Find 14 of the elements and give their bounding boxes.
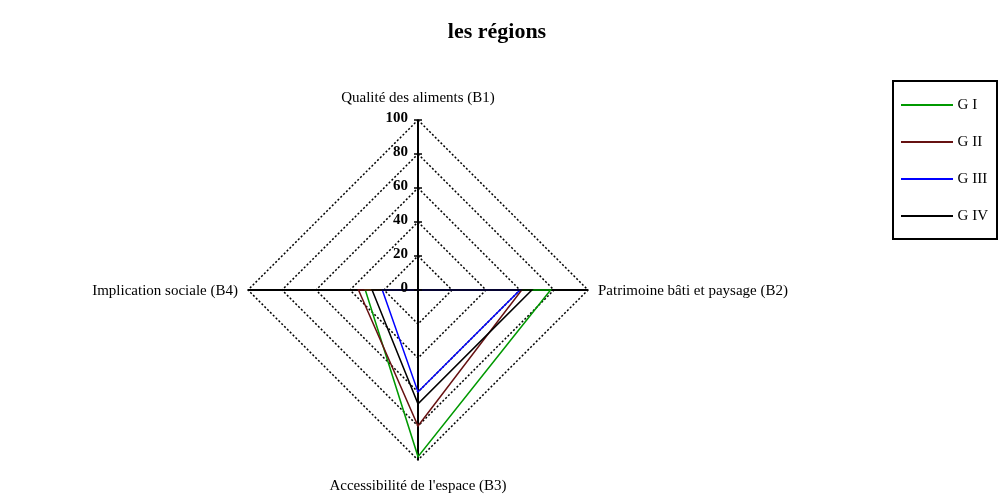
spoke-label: Implication sociale (B4) [92, 282, 238, 299]
y-tick-label: 60 [393, 177, 408, 193]
legend-label: G II [957, 133, 983, 150]
spoke-label: Qualité des aliments (B1) [341, 89, 495, 106]
y-tick-label: 80 [393, 143, 408, 159]
y-tick-label: 100 [385, 109, 408, 125]
spoke-label: Accessibilité de l'espace (B3) [329, 477, 507, 494]
legend-label: G III [957, 170, 988, 187]
chart-title: les régions [446, 18, 548, 44]
legend-label: G IV [957, 207, 988, 224]
y-tick-label: 40 [393, 211, 408, 227]
legend-label: G I [957, 96, 978, 113]
y-tick-label: 20 [393, 245, 408, 261]
spoke-label: Patrimoine bâti et paysage (B2) [598, 282, 788, 299]
